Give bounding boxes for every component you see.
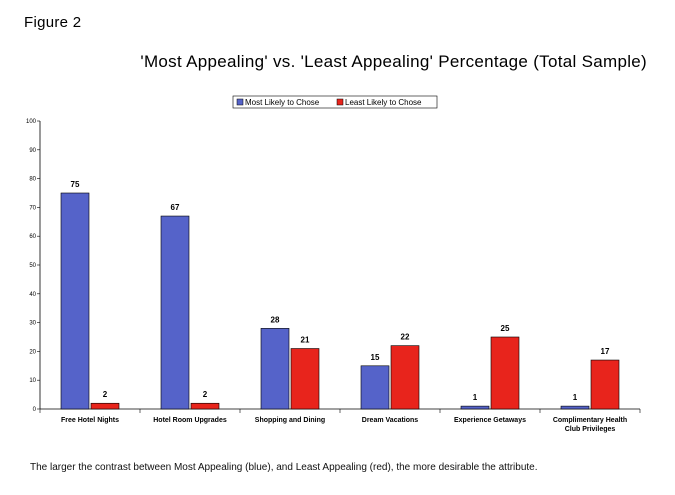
data-label-most: 1 (573, 393, 578, 402)
y-tick-label: 100 (26, 119, 37, 125)
data-label-most: 1 (473, 393, 478, 402)
bar-most-appealing (360, 365, 390, 410)
data-label-least: 22 (401, 333, 410, 342)
data-label-most: 67 (171, 203, 180, 212)
y-tick-label: 40 (29, 292, 36, 298)
bar-most-appealing (560, 405, 590, 410)
data-label-least: 25 (501, 324, 510, 333)
y-tick-label: 90 (29, 148, 36, 154)
bar-least-appealing (90, 402, 120, 410)
legend-swatch-most (236, 98, 244, 106)
bar-least-appealing (290, 348, 320, 410)
y-tick-label: 70 (29, 205, 36, 211)
data-label-most: 28 (271, 315, 280, 324)
data-label-most: 75 (71, 180, 80, 189)
category-label: Shopping and Dining (255, 417, 325, 424)
category-label: Experience Getaways (454, 417, 526, 424)
y-tick-label: 20 (29, 349, 36, 355)
bar-least-appealing (390, 345, 420, 410)
category-label: Dream Vacations (362, 417, 419, 424)
y-tick-label: 0 (33, 407, 37, 413)
figure-label: Figure 2 (24, 14, 82, 31)
y-tick-label: 80 (29, 177, 36, 183)
legend-box (232, 95, 438, 109)
y-tick-label: 60 (29, 234, 36, 240)
bar-most-appealing (160, 215, 190, 410)
legend-label-most: Most Likely to Chose (245, 98, 320, 107)
legend-swatch-least (336, 98, 344, 106)
data-label-least: 17 (601, 347, 610, 356)
caption: The larger the contrast between Most App… (30, 462, 538, 473)
bar-most-appealing (60, 192, 90, 410)
data-label-least: 2 (203, 390, 208, 399)
bar-most-appealing (260, 328, 290, 410)
bar-most-appealing (460, 405, 490, 410)
y-tick-label: 10 (29, 378, 36, 384)
bar-least-appealing (590, 359, 620, 410)
data-label-most: 15 (371, 353, 380, 362)
data-label-least: 2 (103, 390, 108, 399)
category-label: Hotel Room Upgrades (153, 417, 227, 424)
chart-title: 'Most Appealing' vs. 'Least Appealing' P… (140, 52, 647, 71)
bar-least-appealing (490, 336, 520, 410)
data-label-least: 21 (301, 336, 310, 345)
category-label: Free Hotel Nights (61, 417, 119, 424)
bar-least-appealing (190, 402, 220, 410)
legend-label-least: Least Likely to Chose (345, 98, 422, 107)
y-tick-label: 30 (29, 321, 36, 327)
category-label: Club Privileges (565, 426, 616, 433)
y-tick-label: 50 (29, 263, 36, 269)
category-label: Complimentary Health (553, 417, 627, 424)
